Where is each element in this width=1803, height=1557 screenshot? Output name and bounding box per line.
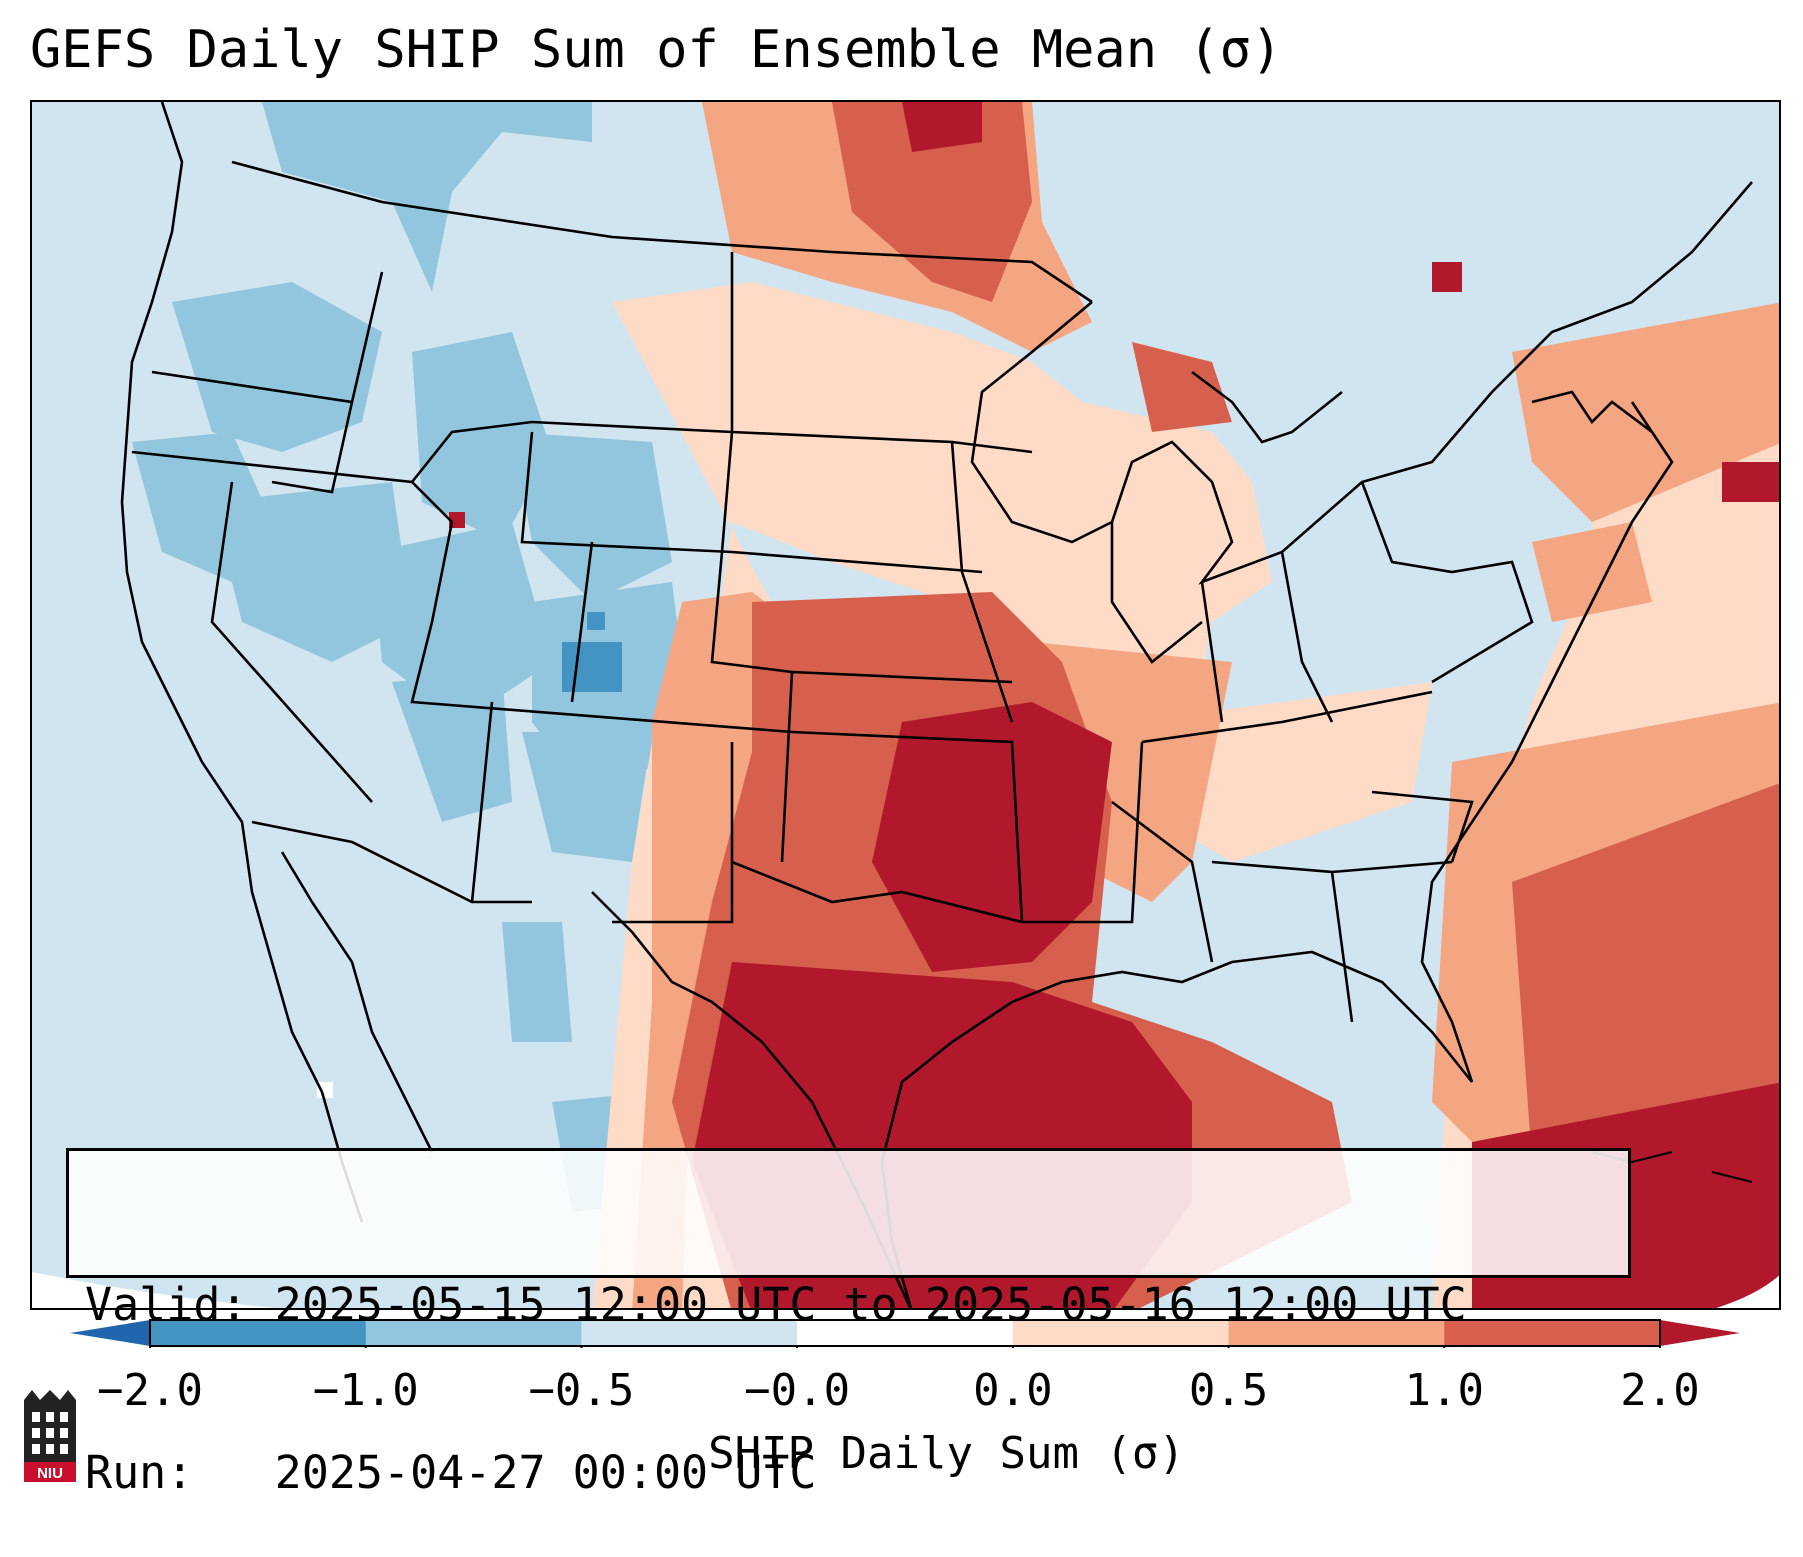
projection-edge-se — [1716, 1275, 1779, 1308]
colorbar-segment — [1228, 1320, 1445, 1346]
colorbar-segment — [797, 1320, 1014, 1346]
run-time-text: Run: 2025-04-27 00:00 UTC — [85, 1446, 817, 1499]
colorbar-tick-label: 0.5 — [1188, 1365, 1269, 1416]
map-panel[interactable] — [30, 100, 1781, 1310]
svg-text:NIU: NIU — [37, 1465, 63, 1482]
colorbar-tick-label: −2.0 — [97, 1365, 203, 1416]
ship-map-canvas — [32, 102, 1779, 1308]
colorbar-extend-high — [1660, 1320, 1740, 1346]
strong-negative-patch — [562, 612, 622, 692]
colorbar-tick-label: −1.0 — [312, 1365, 419, 1416]
colorbar-outline — [149, 1319, 1661, 1347]
colorbar-extend-low — [70, 1320, 150, 1346]
colorbar-segment — [1012, 1320, 1230, 1346]
colorbar-segment — [365, 1320, 582, 1346]
colorbar-tick-label: 0.0 — [973, 1365, 1053, 1416]
boundary-lines — [120, 102, 1753, 1308]
niu-logo-icon: NIU — [24, 1390, 76, 1482]
colorbar — [70, 1319, 1740, 1348]
colorbar-tick-label: −0.0 — [744, 1365, 851, 1416]
colorbar-tick-label: 2.0 — [1620, 1365, 1700, 1416]
valid-run-info-box: Valid: 2025-05-15 12:00 UTC to 2025-05-1… — [66, 1148, 1631, 1499]
map-title: GEFS Daily SHIP Sum of Ensemble Mean (σ) — [30, 20, 1283, 80]
colorbar-segment — [1444, 1320, 1661, 1346]
projection-edge-sw — [32, 1272, 276, 1308]
colorbar-segment — [581, 1320, 798, 1346]
colorbar-segment — [150, 1320, 367, 1346]
colorbar-tick-label: 1.0 — [1404, 1365, 1485, 1416]
colorbar-label: SHIP Daily Sum (σ) — [708, 1428, 1185, 1479]
colorbar-tick-label: −0.5 — [528, 1365, 635, 1416]
